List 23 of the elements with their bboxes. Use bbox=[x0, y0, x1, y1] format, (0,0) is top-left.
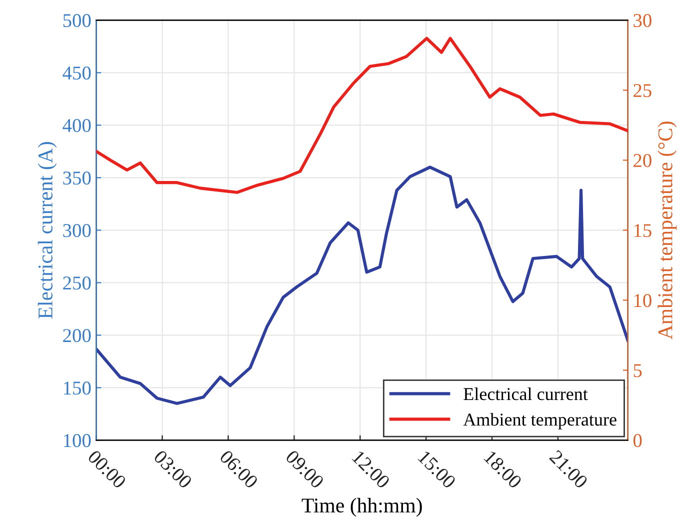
y2-tick-label: 20 bbox=[634, 154, 652, 168]
x-axis-title: Time (hh:mm) bbox=[302, 498, 422, 517]
y-tick-label: 450 bbox=[62, 66, 91, 80]
y2-tick-label: 5 bbox=[634, 364, 642, 378]
line-series bbox=[96, 166, 628, 405]
y2-tick-label: 15 bbox=[634, 224, 652, 238]
legend-label: Ambient temperature bbox=[463, 412, 616, 430]
y-tick-label: 400 bbox=[62, 119, 91, 132]
y-tick-label: 350 bbox=[63, 172, 91, 185]
y-tick-label: 200 bbox=[63, 329, 91, 342]
y-tick-label: 300 bbox=[63, 224, 91, 238]
y-axis-title: Electrical current (A) bbox=[38, 142, 57, 319]
y2-tick-label: 30 bbox=[634, 14, 652, 28]
line-series bbox=[96, 36, 628, 194]
y-tick-label: 150 bbox=[64, 382, 91, 395]
y-tick-label: 100 bbox=[64, 434, 91, 448]
y2-tick-label: 25 bbox=[634, 84, 652, 98]
y2-axis-title: Ambient temperature (°C) bbox=[658, 122, 677, 340]
y-tick-label: 250 bbox=[63, 276, 91, 290]
y-tick-label: 500 bbox=[63, 14, 91, 28]
y2-tick-label: 0 bbox=[633, 434, 642, 448]
legend-label: Electrical current bbox=[464, 387, 588, 400]
y2-tick-label: 10 bbox=[634, 294, 652, 308]
